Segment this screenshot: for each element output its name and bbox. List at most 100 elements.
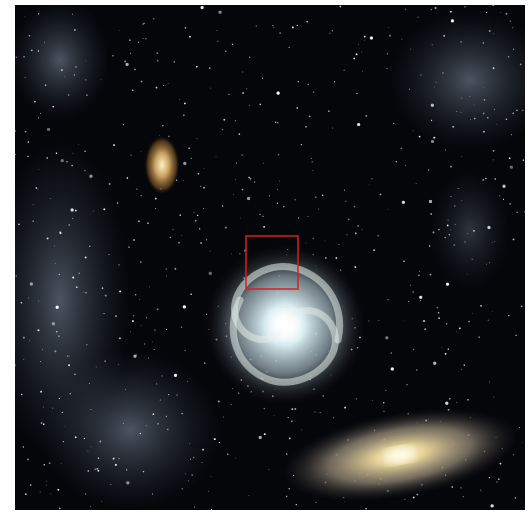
star bbox=[234, 119, 237, 122]
star bbox=[35, 187, 38, 189]
star bbox=[522, 159, 525, 161]
star bbox=[60, 69, 63, 72]
star bbox=[230, 403, 232, 405]
star bbox=[371, 178, 373, 180]
star bbox=[101, 501, 103, 502]
star bbox=[231, 388, 233, 390]
star bbox=[125, 388, 126, 390]
star bbox=[401, 200, 405, 204]
star bbox=[45, 480, 47, 482]
star bbox=[181, 488, 183, 490]
star bbox=[268, 469, 270, 471]
star bbox=[44, 84, 47, 87]
star bbox=[480, 489, 482, 491]
star bbox=[445, 401, 449, 405]
star bbox=[211, 509, 213, 510]
star bbox=[194, 219, 197, 222]
star bbox=[499, 195, 501, 197]
nebula bbox=[15, 5, 110, 120]
star bbox=[409, 284, 411, 286]
star bbox=[85, 60, 87, 62]
star bbox=[196, 214, 199, 217]
star bbox=[152, 413, 155, 416]
star bbox=[132, 89, 134, 91]
star bbox=[238, 133, 241, 135]
star bbox=[298, 217, 300, 219]
star bbox=[119, 30, 120, 31]
star bbox=[71, 13, 73, 15]
star bbox=[321, 194, 324, 196]
star bbox=[249, 56, 251, 58]
star bbox=[488, 476, 491, 479]
star bbox=[279, 32, 281, 34]
star bbox=[42, 423, 45, 426]
star bbox=[223, 118, 226, 121]
star bbox=[490, 504, 494, 508]
star bbox=[332, 417, 334, 419]
star bbox=[103, 208, 106, 211]
star bbox=[491, 242, 493, 243]
star bbox=[387, 299, 389, 301]
star bbox=[54, 263, 56, 264]
star bbox=[489, 381, 491, 383]
star bbox=[166, 428, 169, 431]
star bbox=[200, 242, 203, 244]
star bbox=[140, 325, 142, 326]
star bbox=[74, 29, 76, 31]
star bbox=[195, 65, 198, 68]
star bbox=[354, 232, 357, 235]
star bbox=[23, 56, 25, 58]
star bbox=[85, 292, 87, 294]
star bbox=[142, 38, 144, 39]
star bbox=[333, 81, 336, 83]
star bbox=[388, 27, 390, 28]
star bbox=[110, 483, 112, 485]
star bbox=[521, 502, 522, 504]
star bbox=[409, 88, 411, 90]
star bbox=[15, 364, 16, 366]
star bbox=[430, 8, 433, 11]
star bbox=[114, 463, 117, 466]
star bbox=[157, 423, 159, 425]
star bbox=[412, 130, 414, 132]
star bbox=[276, 91, 280, 95]
star bbox=[208, 491, 209, 492]
star bbox=[344, 406, 347, 409]
star bbox=[112, 457, 115, 460]
star bbox=[67, 355, 69, 357]
star bbox=[156, 52, 159, 55]
star bbox=[78, 272, 81, 275]
star bbox=[67, 94, 70, 96]
star bbox=[494, 178, 496, 180]
star bbox=[329, 32, 331, 34]
star bbox=[182, 305, 186, 309]
star bbox=[383, 402, 385, 404]
star bbox=[43, 464, 45, 466]
star bbox=[387, 208, 389, 210]
star bbox=[118, 264, 120, 266]
star bbox=[83, 437, 85, 440]
star bbox=[467, 273, 469, 275]
star bbox=[420, 74, 422, 76]
star bbox=[122, 422, 124, 424]
star bbox=[456, 111, 458, 113]
star bbox=[247, 196, 251, 201]
star bbox=[162, 125, 164, 127]
star bbox=[60, 463, 62, 464]
spiral-galaxy bbox=[205, 245, 365, 405]
star bbox=[74, 373, 76, 376]
star bbox=[472, 312, 473, 314]
star bbox=[40, 361, 41, 363]
star bbox=[194, 506, 196, 508]
star bbox=[86, 344, 88, 346]
star bbox=[519, 63, 522, 66]
star bbox=[89, 174, 93, 178]
star bbox=[450, 229, 452, 231]
star bbox=[430, 139, 435, 144]
star bbox=[248, 176, 250, 179]
star bbox=[400, 147, 403, 150]
star bbox=[200, 185, 202, 187]
star bbox=[315, 196, 317, 198]
star bbox=[462, 496, 464, 498]
star bbox=[84, 169, 86, 172]
